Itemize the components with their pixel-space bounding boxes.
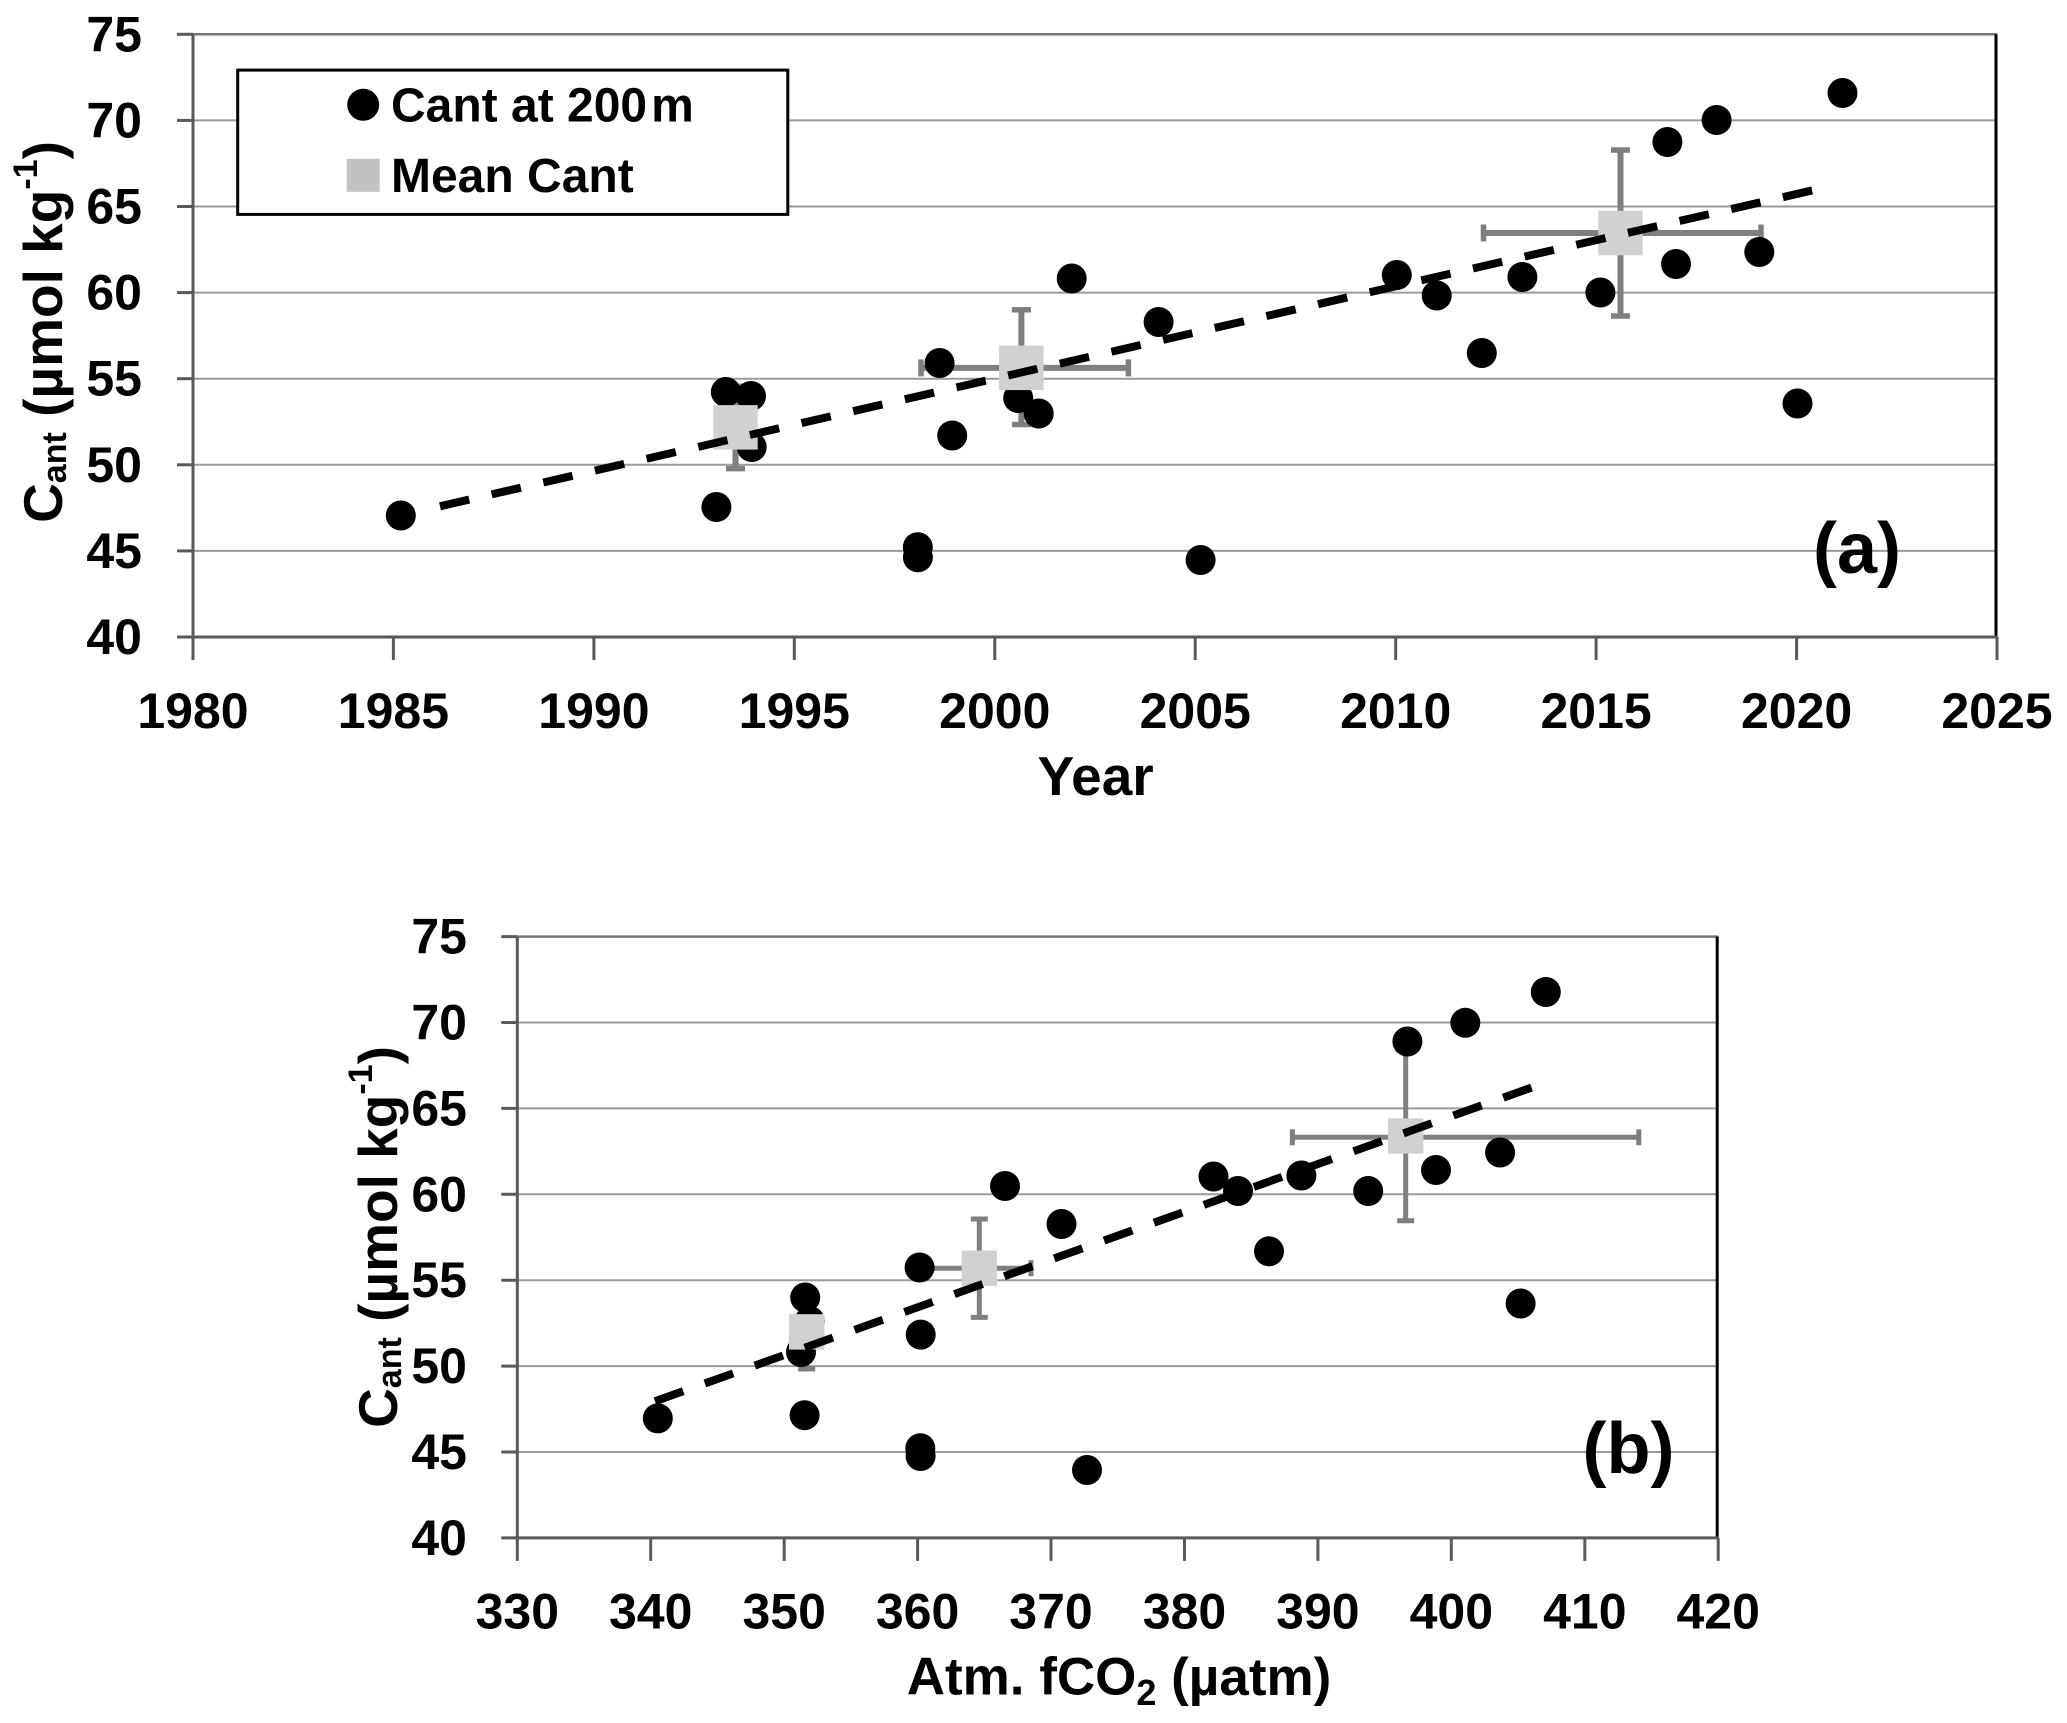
- svg-text:2010: 2010: [1340, 683, 1451, 739]
- svg-text:70: 70: [411, 995, 467, 1051]
- svg-text:75: 75: [411, 909, 467, 965]
- svg-text:400: 400: [1410, 1584, 1493, 1640]
- svg-text:2025: 2025: [1941, 683, 2052, 739]
- svg-text:Atm. fCO2 (µatm): Atm. fCO2 (µatm): [907, 1648, 1332, 1713]
- svg-text:60: 60: [86, 265, 142, 321]
- svg-text:(b): (b): [1583, 1409, 1675, 1489]
- svg-text:45: 45: [411, 1424, 467, 1480]
- svg-text:340: 340: [609, 1584, 692, 1640]
- svg-text:2015: 2015: [1540, 683, 1651, 739]
- svg-text:50: 50: [411, 1338, 467, 1394]
- svg-text:70: 70: [86, 92, 142, 148]
- svg-text:65: 65: [411, 1080, 467, 1136]
- svg-text:Cant (µmol kg-1): Cant (µmol kg-1): [7, 141, 74, 523]
- svg-text:2020: 2020: [1741, 683, 1852, 739]
- svg-text:50: 50: [86, 437, 142, 493]
- svg-text:Year: Year: [1037, 745, 1153, 807]
- svg-text:1995: 1995: [739, 683, 850, 739]
- svg-text:Cant at 200 m: Cant at 200 m: [391, 79, 694, 132]
- svg-text:(a): (a): [1813, 509, 1901, 589]
- svg-text:370: 370: [1009, 1584, 1092, 1640]
- svg-text:45: 45: [86, 523, 142, 579]
- svg-text:380: 380: [1143, 1584, 1226, 1640]
- svg-text:390: 390: [1276, 1584, 1359, 1640]
- svg-text:1990: 1990: [538, 683, 649, 739]
- svg-text:60: 60: [411, 1166, 467, 1222]
- svg-text:420: 420: [1676, 1584, 1759, 1640]
- svg-text:Mean Cant: Mean Cant: [391, 150, 634, 203]
- svg-text:65: 65: [86, 179, 142, 235]
- svg-text:2005: 2005: [1140, 683, 1251, 739]
- svg-text:40: 40: [86, 609, 142, 665]
- svg-text:1980: 1980: [137, 683, 248, 739]
- svg-text:55: 55: [86, 351, 142, 407]
- svg-text:360: 360: [876, 1584, 959, 1640]
- svg-text:2000: 2000: [939, 683, 1050, 739]
- svg-text:55: 55: [411, 1252, 467, 1308]
- svg-text:75: 75: [86, 6, 142, 62]
- svg-text:40: 40: [411, 1510, 467, 1566]
- svg-text:1985: 1985: [338, 683, 449, 739]
- svg-text:410: 410: [1543, 1584, 1626, 1640]
- svg-text:350: 350: [742, 1584, 825, 1640]
- svg-text:330: 330: [476, 1584, 559, 1640]
